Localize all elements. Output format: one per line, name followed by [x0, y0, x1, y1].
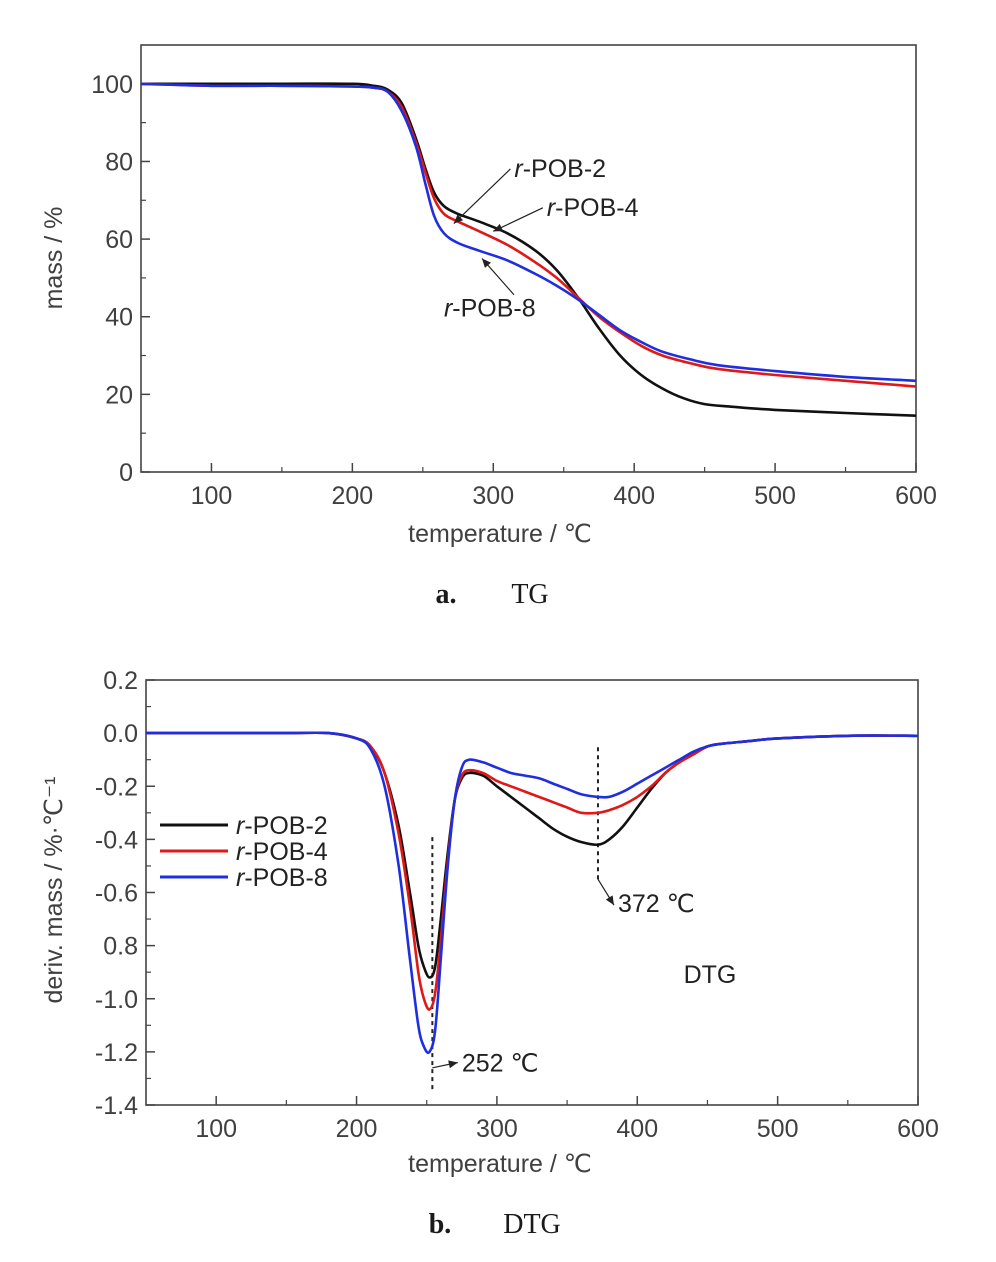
dtg-x-tick-label: 200	[336, 1115, 378, 1143]
tg-y-tick-label: 0	[119, 459, 133, 487]
tg-y-tick-label: 20	[105, 381, 133, 409]
dtg-y-tick-label: -1.0	[95, 986, 138, 1014]
tg-series-group	[140, 82, 917, 417]
dtg-y-tick-label: 0.8	[103, 933, 138, 961]
tg-caption-letter: a.	[436, 579, 457, 610]
dtg-y-tick-label: -0.2	[95, 773, 138, 801]
tg-annotation-arrow-line	[453, 168, 511, 224]
tg-y-tick-label: 100	[91, 71, 133, 99]
tg-y-tick-label: 40	[105, 304, 133, 332]
dtg-y-ticks: -1.4 -1.2 -1.0 0.8 -0.6 -0.4 -0.2 0.0 0.2	[95, 667, 155, 1120]
tg-x-tick-label: 100	[191, 482, 233, 510]
tg-series-r-pob-2	[141, 82, 917, 417]
tg-annotation-arrow-head	[453, 214, 464, 224]
tg-annotations: r-POB-2 r-POB-4 r-POB-8	[444, 155, 639, 323]
tg-x-tick-label: 200	[332, 482, 374, 510]
dtg-x-tick-label: 500	[757, 1115, 799, 1143]
dtg-y-tick-label: -0.6	[95, 880, 138, 908]
dtg-series-r-pob-4	[146, 731, 919, 1011]
tg-x-tick-label: 300	[472, 482, 514, 510]
tg-series-r-pob-4	[140, 82, 917, 388]
dtg-panel: -1.4 -1.2 -1.0 0.8 -0.6 -0.4 -0.2 0.0 0.2 100 200…	[40, 667, 939, 1240]
tg-annotation-arrow-head	[482, 258, 491, 268]
dtg-x-ticks: 100 200 300 400 500 600	[195, 1096, 939, 1143]
tg-y-tick-label: 60	[105, 226, 133, 254]
dtg-peak-arrow-head	[605, 895, 614, 906]
dtg-x-axis-label: temperature / ℃	[408, 1150, 592, 1178]
tg-annotation-arrow-line	[493, 207, 544, 232]
dtg-legend-label: r-POB-2	[236, 812, 328, 840]
dtg-y-tick-label: -1.4	[95, 1092, 138, 1120]
dtg-legend-label: r-POB-8	[236, 864, 328, 892]
dtg-inner-label: DTG	[684, 961, 737, 989]
dtg-peak-label: 372 ℃	[618, 890, 695, 918]
tg-series-r-pob-8	[140, 82, 917, 383]
dtg-x-tick-label: 100	[195, 1115, 237, 1143]
dtg-x-tick-label: 300	[476, 1115, 518, 1143]
tg-x-tick-label: 600	[895, 482, 937, 510]
dtg-series-r-pob-8	[146, 731, 919, 1055]
tg-y-ticks: 0 20 40 60 80 100	[91, 71, 150, 487]
dtg-peak-lines	[431, 746, 599, 1090]
tg-x-tick-label: 400	[613, 482, 655, 510]
tg-y-tick-label: 80	[105, 148, 133, 176]
tg-annotation-label: r-POB-4	[547, 194, 639, 222]
dtg-y-axis-label: deriv. mass / %·℃⁻¹	[40, 777, 68, 1004]
dtg-x-tick-label: 600	[897, 1115, 939, 1143]
dtg-y-tick-label: 0.0	[103, 720, 138, 748]
tg-x-tick-label: 500	[754, 482, 796, 510]
dtg-series-group	[146, 731, 919, 1055]
dtg-annotations: 252 ℃ 372 ℃	[432, 878, 695, 1078]
dtg-peak-arrow-head	[448, 1060, 458, 1069]
tg-annotation-arrow-head	[493, 223, 504, 232]
dtg-caption-text: DTG	[503, 1209, 561, 1240]
dtg-caption-letter: b.	[429, 1209, 452, 1240]
dtg-y-tick-label: -1.2	[95, 1039, 138, 1067]
dtg-legend: r-POB-2r-POB-4r-POB-8	[160, 812, 328, 892]
dtg-plot-frame	[145, 679, 919, 1106]
tg-plot-frame	[140, 44, 917, 473]
tg-x-ticks: 100 200 300 400 500 600	[191, 463, 937, 510]
dtg-x-tick-label: 400	[616, 1115, 658, 1143]
tg-annotation-label: r-POB-2	[514, 155, 606, 183]
dtg-legend-label: r-POB-4	[236, 838, 328, 866]
tg-caption-text: TG	[511, 579, 548, 610]
tg-y-axis-label: mass / %	[40, 207, 68, 310]
dtg-y-tick-label: 0.2	[103, 667, 138, 695]
tg-annotation-label: r-POB-8	[444, 295, 536, 323]
dtg-peak-label: 252 ℃	[462, 1050, 539, 1078]
dtg-y-tick-label: -0.4	[95, 826, 138, 854]
tg-x-axis-label: temperature / ℃	[408, 520, 592, 548]
